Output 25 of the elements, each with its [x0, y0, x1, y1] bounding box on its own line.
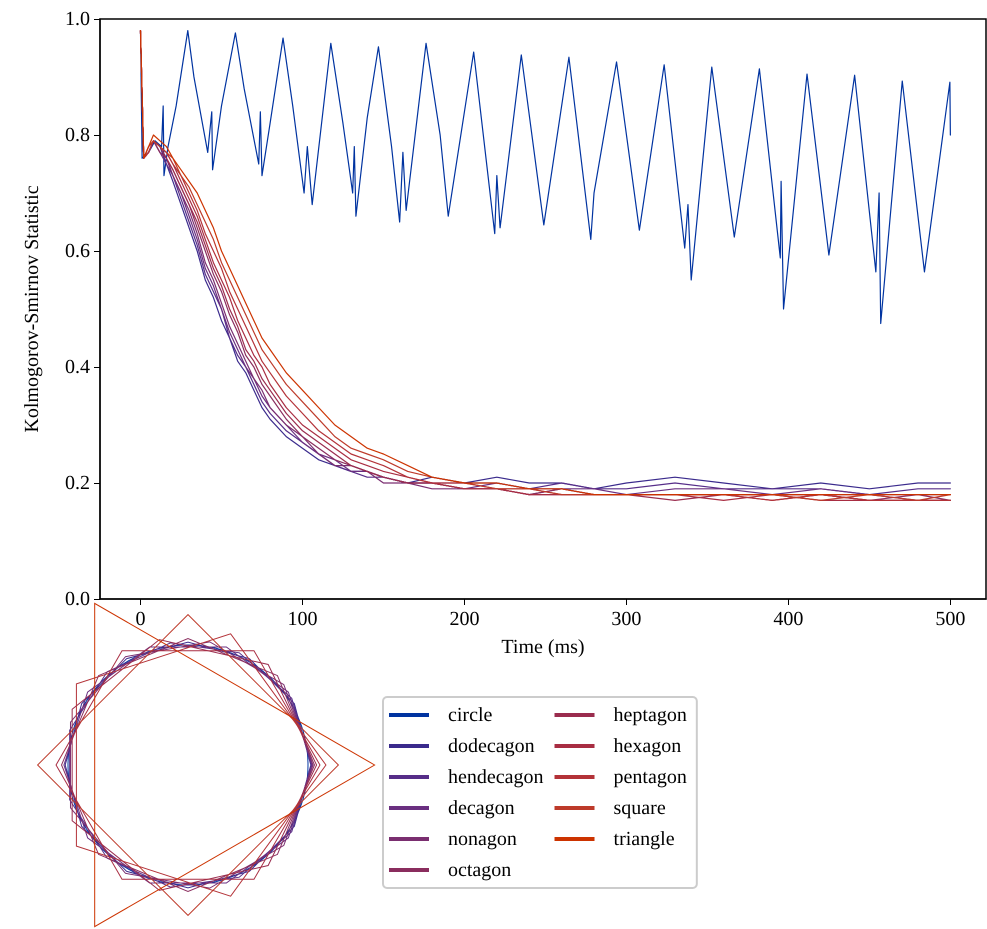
x-tick-label: 400 — [773, 608, 804, 630]
y-axis-title: Kolmogorov-Smirnov Statistic — [21, 185, 43, 433]
x-tick-label: 100 — [287, 608, 318, 630]
legend-label: pentagon — [614, 766, 687, 788]
legend-label: hexagon — [614, 735, 682, 757]
legend-label: decagon — [448, 797, 515, 819]
y-tick-label: 0.6 — [65, 240, 90, 262]
legend-label: triangle — [614, 828, 675, 850]
legend-label: circle — [448, 704, 493, 726]
x-tick-label: 300 — [611, 608, 642, 630]
y-tick-label: 0.4 — [65, 356, 90, 378]
legend-label: dodecagon — [448, 735, 535, 757]
x-axis-title: Time (ms) — [501, 636, 585, 658]
legend-label: square — [614, 797, 666, 819]
legend-label: heptagon — [614, 704, 687, 726]
y-tick-label: 0.8 — [65, 124, 90, 146]
x-tick-label: 0 — [135, 608, 146, 630]
x-tick-label: 500 — [935, 608, 966, 630]
y-tick-label: 1.0 — [65, 8, 90, 30]
x-tick-label: 200 — [449, 608, 480, 630]
legend-label: nonagon — [448, 828, 517, 850]
legend-label: hendecagon — [448, 766, 544, 788]
y-tick-label: 0.2 — [65, 472, 90, 494]
y-tick-label: 0.0 — [65, 588, 90, 610]
legend-label: octagon — [448, 859, 512, 881]
